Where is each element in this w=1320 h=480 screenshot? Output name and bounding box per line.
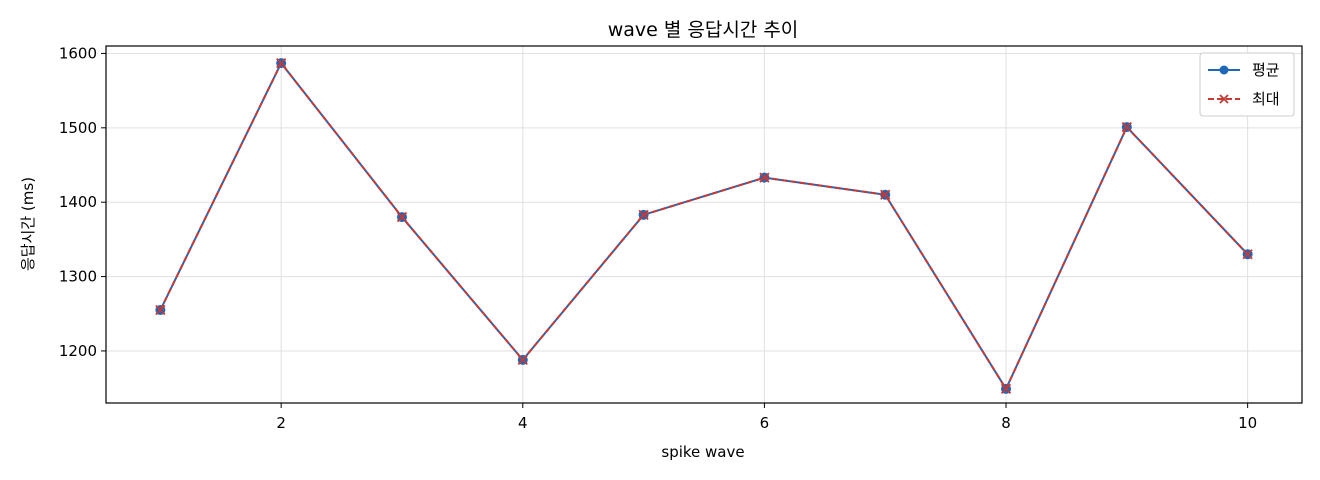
y-tick-label: 1200	[59, 342, 97, 360]
series-line	[159, 62, 1249, 390]
series-layer	[155, 57, 1253, 395]
chart-title: wave 별 응답시간 추이	[608, 19, 799, 41]
x-tick-label: 4	[518, 414, 528, 432]
data-point	[1121, 121, 1132, 133]
y-axis-label: 응답시간 (ms)	[19, 177, 37, 271]
y-tick-label: 1400	[59, 193, 97, 211]
x-tick-label: 2	[276, 414, 286, 432]
legend-marker-mean	[1219, 65, 1229, 75]
data-point	[759, 172, 770, 183]
legend-label-max: 최대	[1252, 90, 1280, 108]
y-tick-label: 1300	[59, 268, 97, 286]
y-axis: 1200 1300 1400 1500 1600	[59, 44, 106, 360]
data-point	[155, 304, 166, 316]
series-max	[155, 57, 1253, 395]
x-axis: 2 4 6 8 10	[276, 403, 1257, 432]
x-tick-label: 8	[1001, 414, 1011, 432]
data-point	[1000, 383, 1012, 395]
data-point	[1242, 249, 1253, 260]
y-tick-label: 1600	[59, 44, 97, 62]
x-axis-label: spike wave	[661, 443, 744, 461]
data-point	[517, 354, 528, 365]
series-line	[159, 62, 1249, 390]
data-point	[396, 211, 408, 223]
x-tick-label: 10	[1238, 414, 1257, 432]
legend-label-mean: 평균	[1252, 61, 1280, 79]
legend-box	[1199, 52, 1295, 117]
legend-marker-max	[1219, 94, 1229, 104]
data-point	[276, 57, 287, 69]
y-tick-label: 1500	[59, 119, 97, 137]
plot-frame	[105, 45, 1303, 404]
data-point	[638, 209, 649, 220]
legend: 평균 최대	[1199, 52, 1295, 117]
series-mean	[155, 58, 1253, 394]
grid	[106, 46, 1302, 403]
x-tick-label: 6	[760, 414, 770, 432]
data-point	[880, 189, 891, 200]
